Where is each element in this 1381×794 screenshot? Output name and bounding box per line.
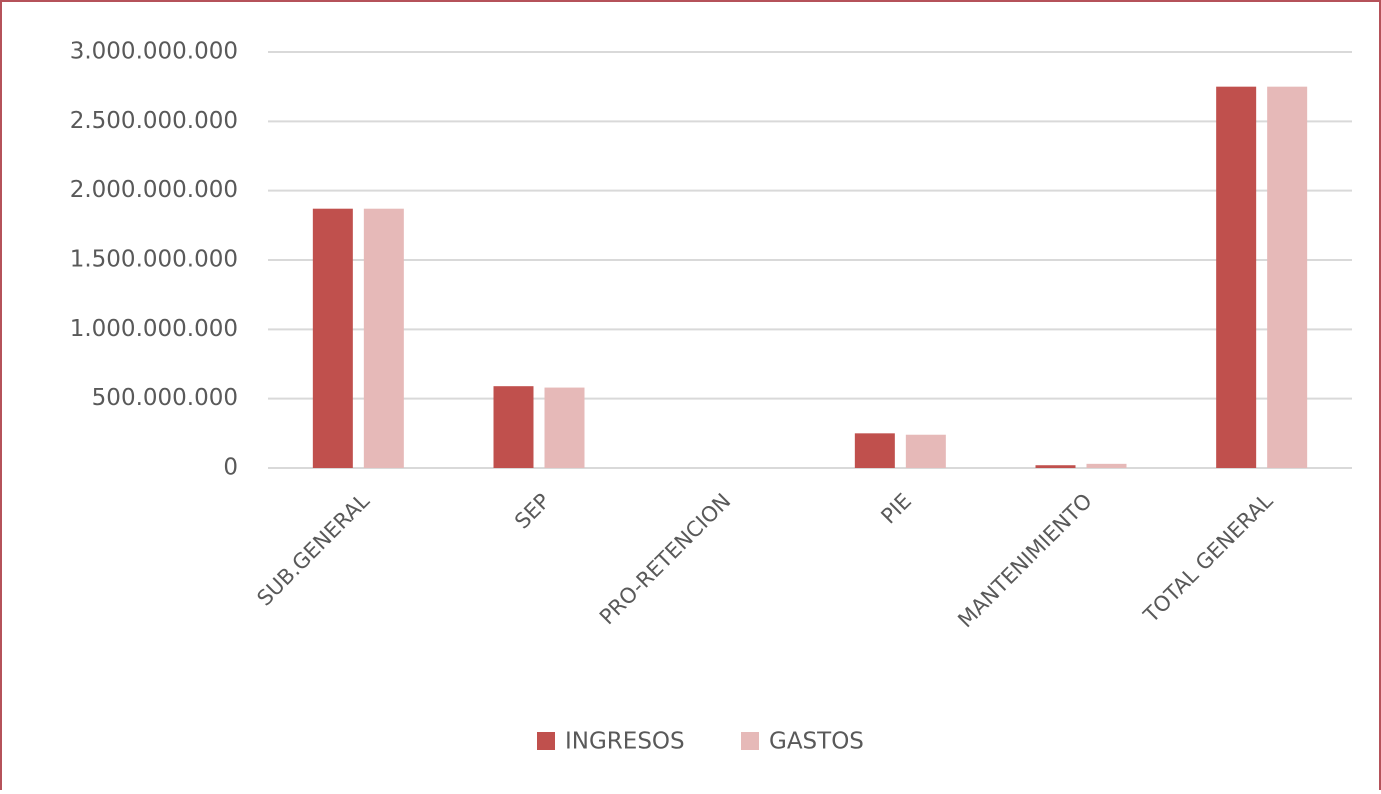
bar: [312, 208, 353, 468]
y-tick-label: 1.500.000.000: [70, 247, 238, 273]
bar: [1035, 465, 1076, 468]
legend-label: INGRESOS: [565, 729, 685, 755]
y-tick-label: 2.000.000.000: [70, 177, 238, 203]
legend-swatch: [537, 732, 555, 750]
y-tick-label: 2.500.000.000: [70, 108, 238, 134]
bar: [363, 208, 404, 468]
bar: [905, 434, 946, 468]
y-tick-label: 0: [223, 455, 238, 481]
bar: [544, 387, 585, 468]
legend-label: GASTOS: [769, 729, 864, 755]
bar: [493, 386, 534, 468]
bar: [1086, 463, 1127, 468]
bar: [1216, 86, 1257, 469]
bar: [1267, 86, 1308, 469]
bar: [854, 433, 895, 468]
y-tick-label: 3.000.000.000: [70, 39, 238, 65]
legend-swatch: [741, 732, 759, 750]
y-tick-label: 1.000.000.000: [70, 316, 238, 342]
y-tick-label: 500.000.000: [92, 385, 238, 411]
